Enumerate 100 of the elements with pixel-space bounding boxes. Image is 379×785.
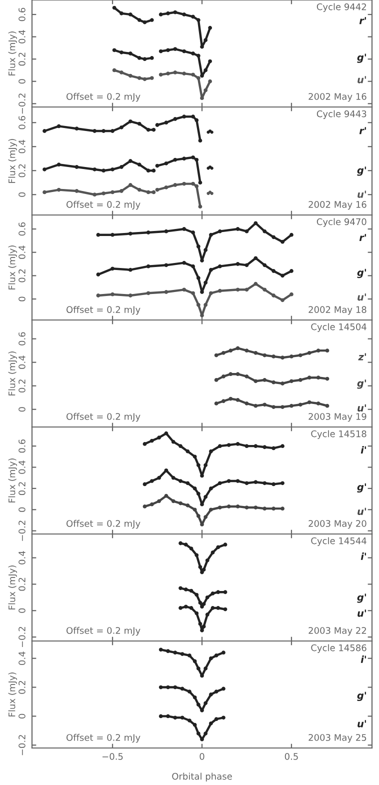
point	[254, 379, 258, 384]
point	[178, 586, 182, 590]
point	[173, 716, 178, 720]
point	[74, 189, 79, 193]
point	[209, 232, 213, 237]
point	[244, 444, 249, 448]
point	[236, 372, 240, 376]
point	[214, 654, 218, 658]
point	[110, 129, 114, 133]
point	[128, 74, 132, 78]
y-tick-label: 0.6	[18, 332, 26, 346]
point	[186, 503, 190, 508]
point	[120, 70, 124, 74]
point	[209, 692, 213, 696]
y-axis-title: Flux (mJy)	[8, 352, 18, 396]
point	[128, 183, 132, 187]
point	[200, 258, 204, 262]
point	[204, 701, 208, 706]
point	[171, 440, 176, 444]
y-tick-label: 0.2	[18, 380, 26, 392]
point	[120, 50, 124, 54]
point	[216, 545, 220, 550]
y-tick-label: 0.6	[18, 116, 26, 130]
point	[189, 588, 194, 593]
point	[272, 235, 276, 240]
point	[56, 162, 61, 167]
text: u'	[358, 610, 366, 617]
x-tick-label: −0.5	[102, 753, 123, 760]
point	[120, 11, 124, 16]
y-tick-label: 0.6	[18, 439, 26, 453]
text: u'	[358, 190, 366, 198]
point	[142, 442, 147, 446]
annotation: 2003 May 20	[308, 520, 366, 529]
point	[142, 504, 147, 508]
point	[280, 405, 284, 409]
point	[120, 189, 124, 193]
point	[173, 47, 178, 51]
point	[216, 590, 220, 594]
point	[226, 443, 231, 447]
point	[152, 168, 156, 173]
point	[236, 442, 240, 446]
point	[164, 229, 168, 234]
point	[214, 717, 218, 722]
text: g'	[357, 594, 366, 603]
text: r'	[359, 234, 366, 242]
point	[137, 162, 142, 167]
annotation: Cycle 9443	[316, 110, 366, 119]
point	[184, 588, 188, 592]
point	[137, 76, 142, 80]
text: z'	[358, 353, 366, 360]
point	[102, 168, 106, 173]
y-axis-title: Flux (mJy)	[8, 246, 18, 290]
text: i'	[360, 655, 366, 663]
y-axis-title: Flux (mJy)	[8, 139, 18, 183]
annotation: Offset = 0.2 mJy	[66, 306, 140, 315]
point	[92, 167, 97, 172]
annotation: Offset = 0.2 mJy	[66, 92, 140, 102]
point	[325, 348, 330, 353]
point	[316, 402, 320, 406]
y-tick-label: 0.2	[18, 269, 26, 282]
point	[244, 481, 249, 486]
text: g'	[357, 692, 366, 702]
point	[218, 264, 222, 268]
point	[204, 38, 208, 42]
point	[262, 378, 267, 382]
point	[164, 290, 168, 294]
point	[307, 376, 312, 380]
point	[272, 446, 276, 450]
point	[56, 124, 61, 128]
point	[200, 96, 204, 100]
y-axis-title: Flux (mJy)	[8, 672, 18, 716]
point	[208, 79, 212, 84]
point	[180, 652, 184, 656]
point	[178, 606, 182, 610]
text: u'	[358, 404, 366, 412]
point	[192, 508, 197, 512]
point	[210, 550, 215, 554]
point	[158, 685, 163, 690]
text: r'	[359, 127, 366, 134]
y-tick-label: 0	[18, 507, 26, 512]
point	[226, 479, 231, 483]
point	[272, 506, 276, 511]
point	[152, 190, 156, 194]
point	[158, 12, 163, 16]
point	[196, 463, 200, 468]
point	[218, 506, 222, 510]
point	[166, 72, 170, 76]
point	[210, 592, 215, 596]
point	[128, 232, 132, 236]
point	[184, 604, 188, 609]
point	[164, 161, 168, 166]
point	[198, 138, 202, 143]
point	[204, 248, 208, 252]
point	[182, 260, 186, 265]
point	[244, 374, 249, 378]
point	[74, 165, 79, 169]
point	[198, 180, 202, 185]
point	[173, 158, 178, 162]
y-tick-label: 0.4	[18, 551, 26, 564]
y-tick-label: 0.2	[18, 578, 26, 591]
